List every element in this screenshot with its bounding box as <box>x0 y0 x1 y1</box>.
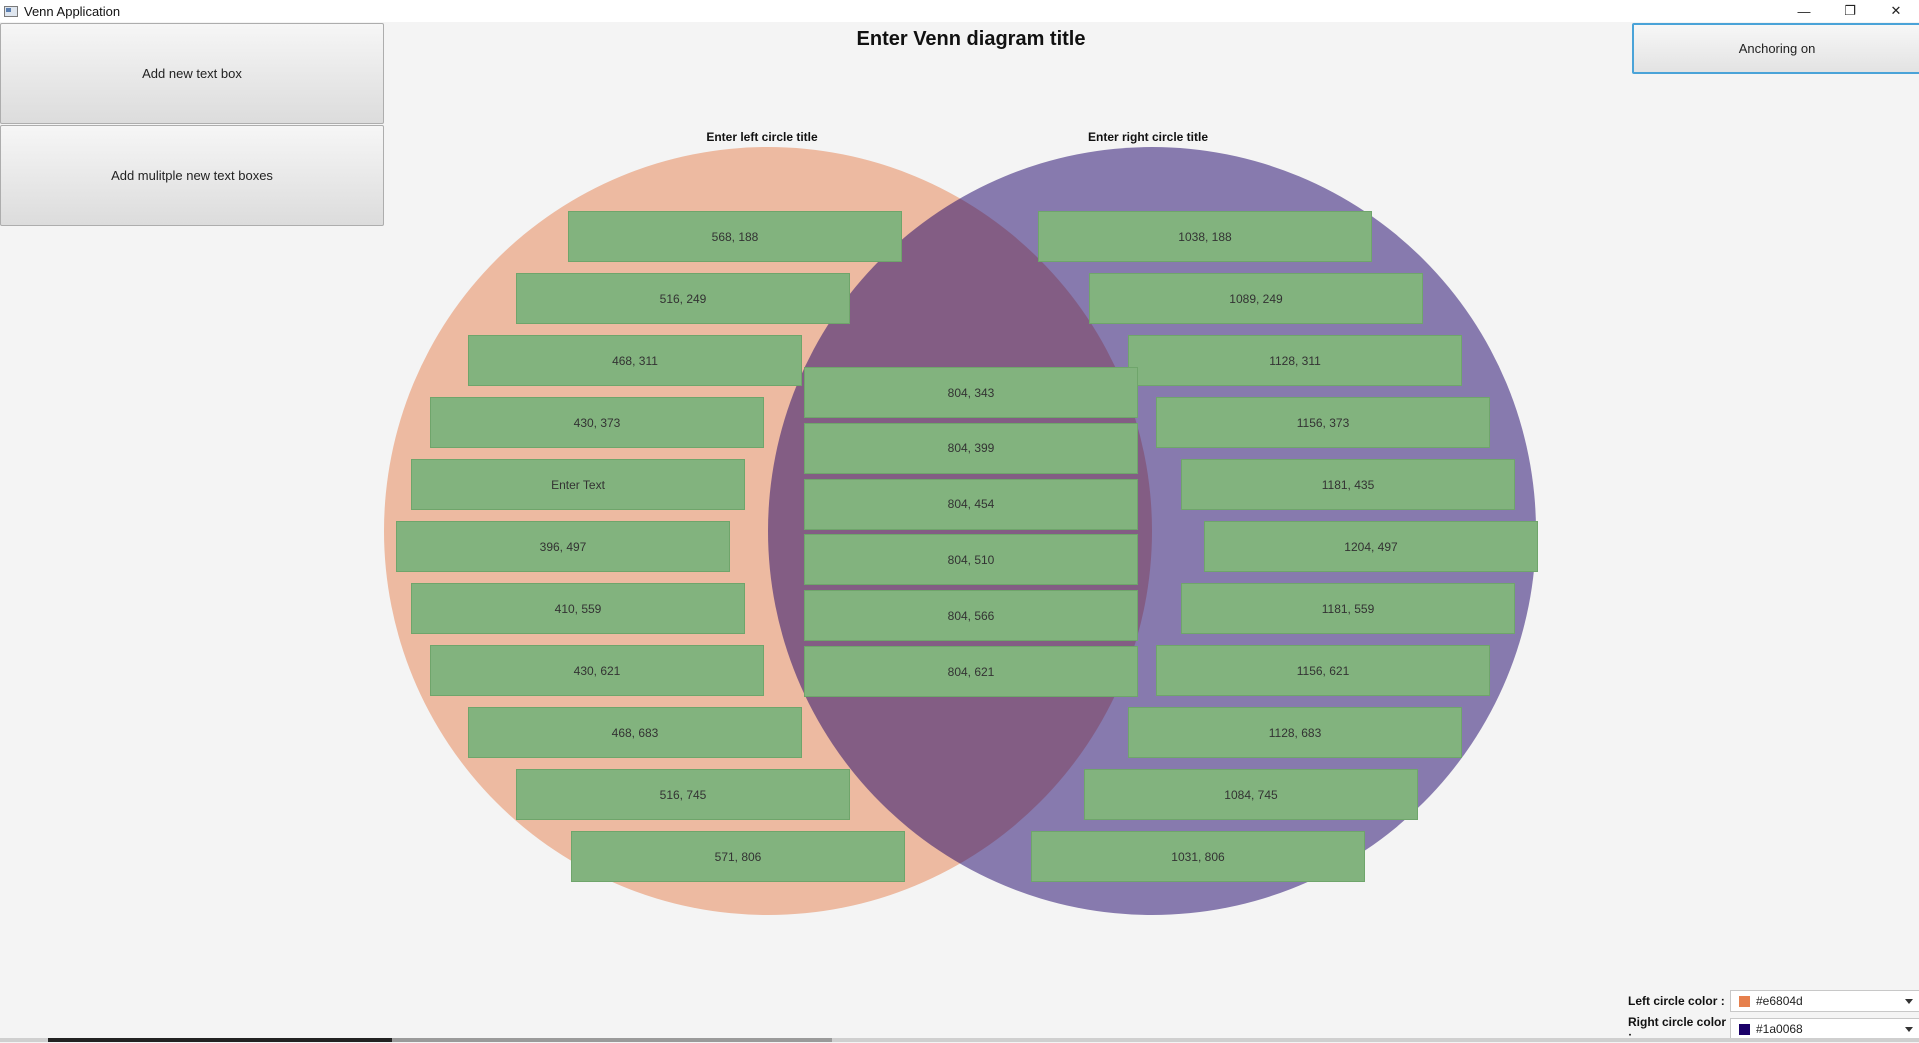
left-color-row: Left circle color : #e6804d <box>1628 990 1919 1012</box>
left-color-value: #e6804d <box>1756 994 1803 1008</box>
right-text-box[interactable]: 1181, 435 <box>1181 459 1515 510</box>
right-text-box[interactable]: 1156, 621 <box>1156 645 1490 696</box>
right-text-box[interactable]: 1128, 311 <box>1128 335 1462 386</box>
left-text-box[interactable]: 571, 806 <box>571 831 905 882</box>
left-text-box[interactable]: Enter Text <box>411 459 745 510</box>
center-text-box[interactable]: 804, 454 <box>804 479 1138 530</box>
left-text-box[interactable]: 468, 311 <box>468 335 802 386</box>
right-text-box[interactable]: 1181, 559 <box>1181 583 1515 634</box>
chevron-down-icon <box>1905 1027 1913 1032</box>
left-text-box[interactable]: 410, 559 <box>411 583 745 634</box>
left-color-picker[interactable]: #e6804d <box>1730 990 1919 1012</box>
right-text-box[interactable]: 1084, 745 <box>1084 769 1418 820</box>
bottom-edge-segment <box>392 1038 832 1042</box>
left-text-box[interactable]: 468, 683 <box>468 707 802 758</box>
left-text-box[interactable]: 516, 745 <box>516 769 850 820</box>
left-text-box[interactable]: 430, 373 <box>430 397 764 448</box>
right-text-box[interactable]: 1128, 683 <box>1128 707 1462 758</box>
right-text-box[interactable]: 1031, 806 <box>1031 831 1365 882</box>
bottom-edge-segment <box>48 1038 392 1042</box>
bottom-edge <box>0 1038 1919 1042</box>
right-text-box[interactable]: 1089, 249 <box>1089 273 1423 324</box>
right-color-picker[interactable]: #1a0068 <box>1730 1018 1919 1040</box>
left-color-label: Left circle color : <box>1628 994 1730 1008</box>
left-color-swatch <box>1739 996 1750 1007</box>
center-text-box[interactable]: 804, 566 <box>804 590 1138 641</box>
right-text-box[interactable]: 1038, 188 <box>1038 211 1372 262</box>
chevron-down-icon <box>1905 999 1913 1004</box>
right-text-box[interactable]: 1204, 497 <box>1204 521 1538 572</box>
left-text-box[interactable]: 430, 621 <box>430 645 764 696</box>
center-text-box[interactable]: 804, 510 <box>804 534 1138 585</box>
left-text-box[interactable]: 516, 249 <box>516 273 850 324</box>
left-text-box[interactable]: 568, 188 <box>568 211 902 262</box>
right-text-box[interactable]: 1156, 373 <box>1156 397 1490 448</box>
left-text-box[interactable]: 396, 497 <box>396 521 730 572</box>
center-text-box[interactable]: 804, 399 <box>804 423 1138 474</box>
right-color-value: #1a0068 <box>1756 1022 1803 1036</box>
center-text-box[interactable]: 804, 343 <box>804 367 1138 418</box>
right-color-swatch <box>1739 1024 1750 1035</box>
center-text-box[interactable]: 804, 621 <box>804 646 1138 697</box>
